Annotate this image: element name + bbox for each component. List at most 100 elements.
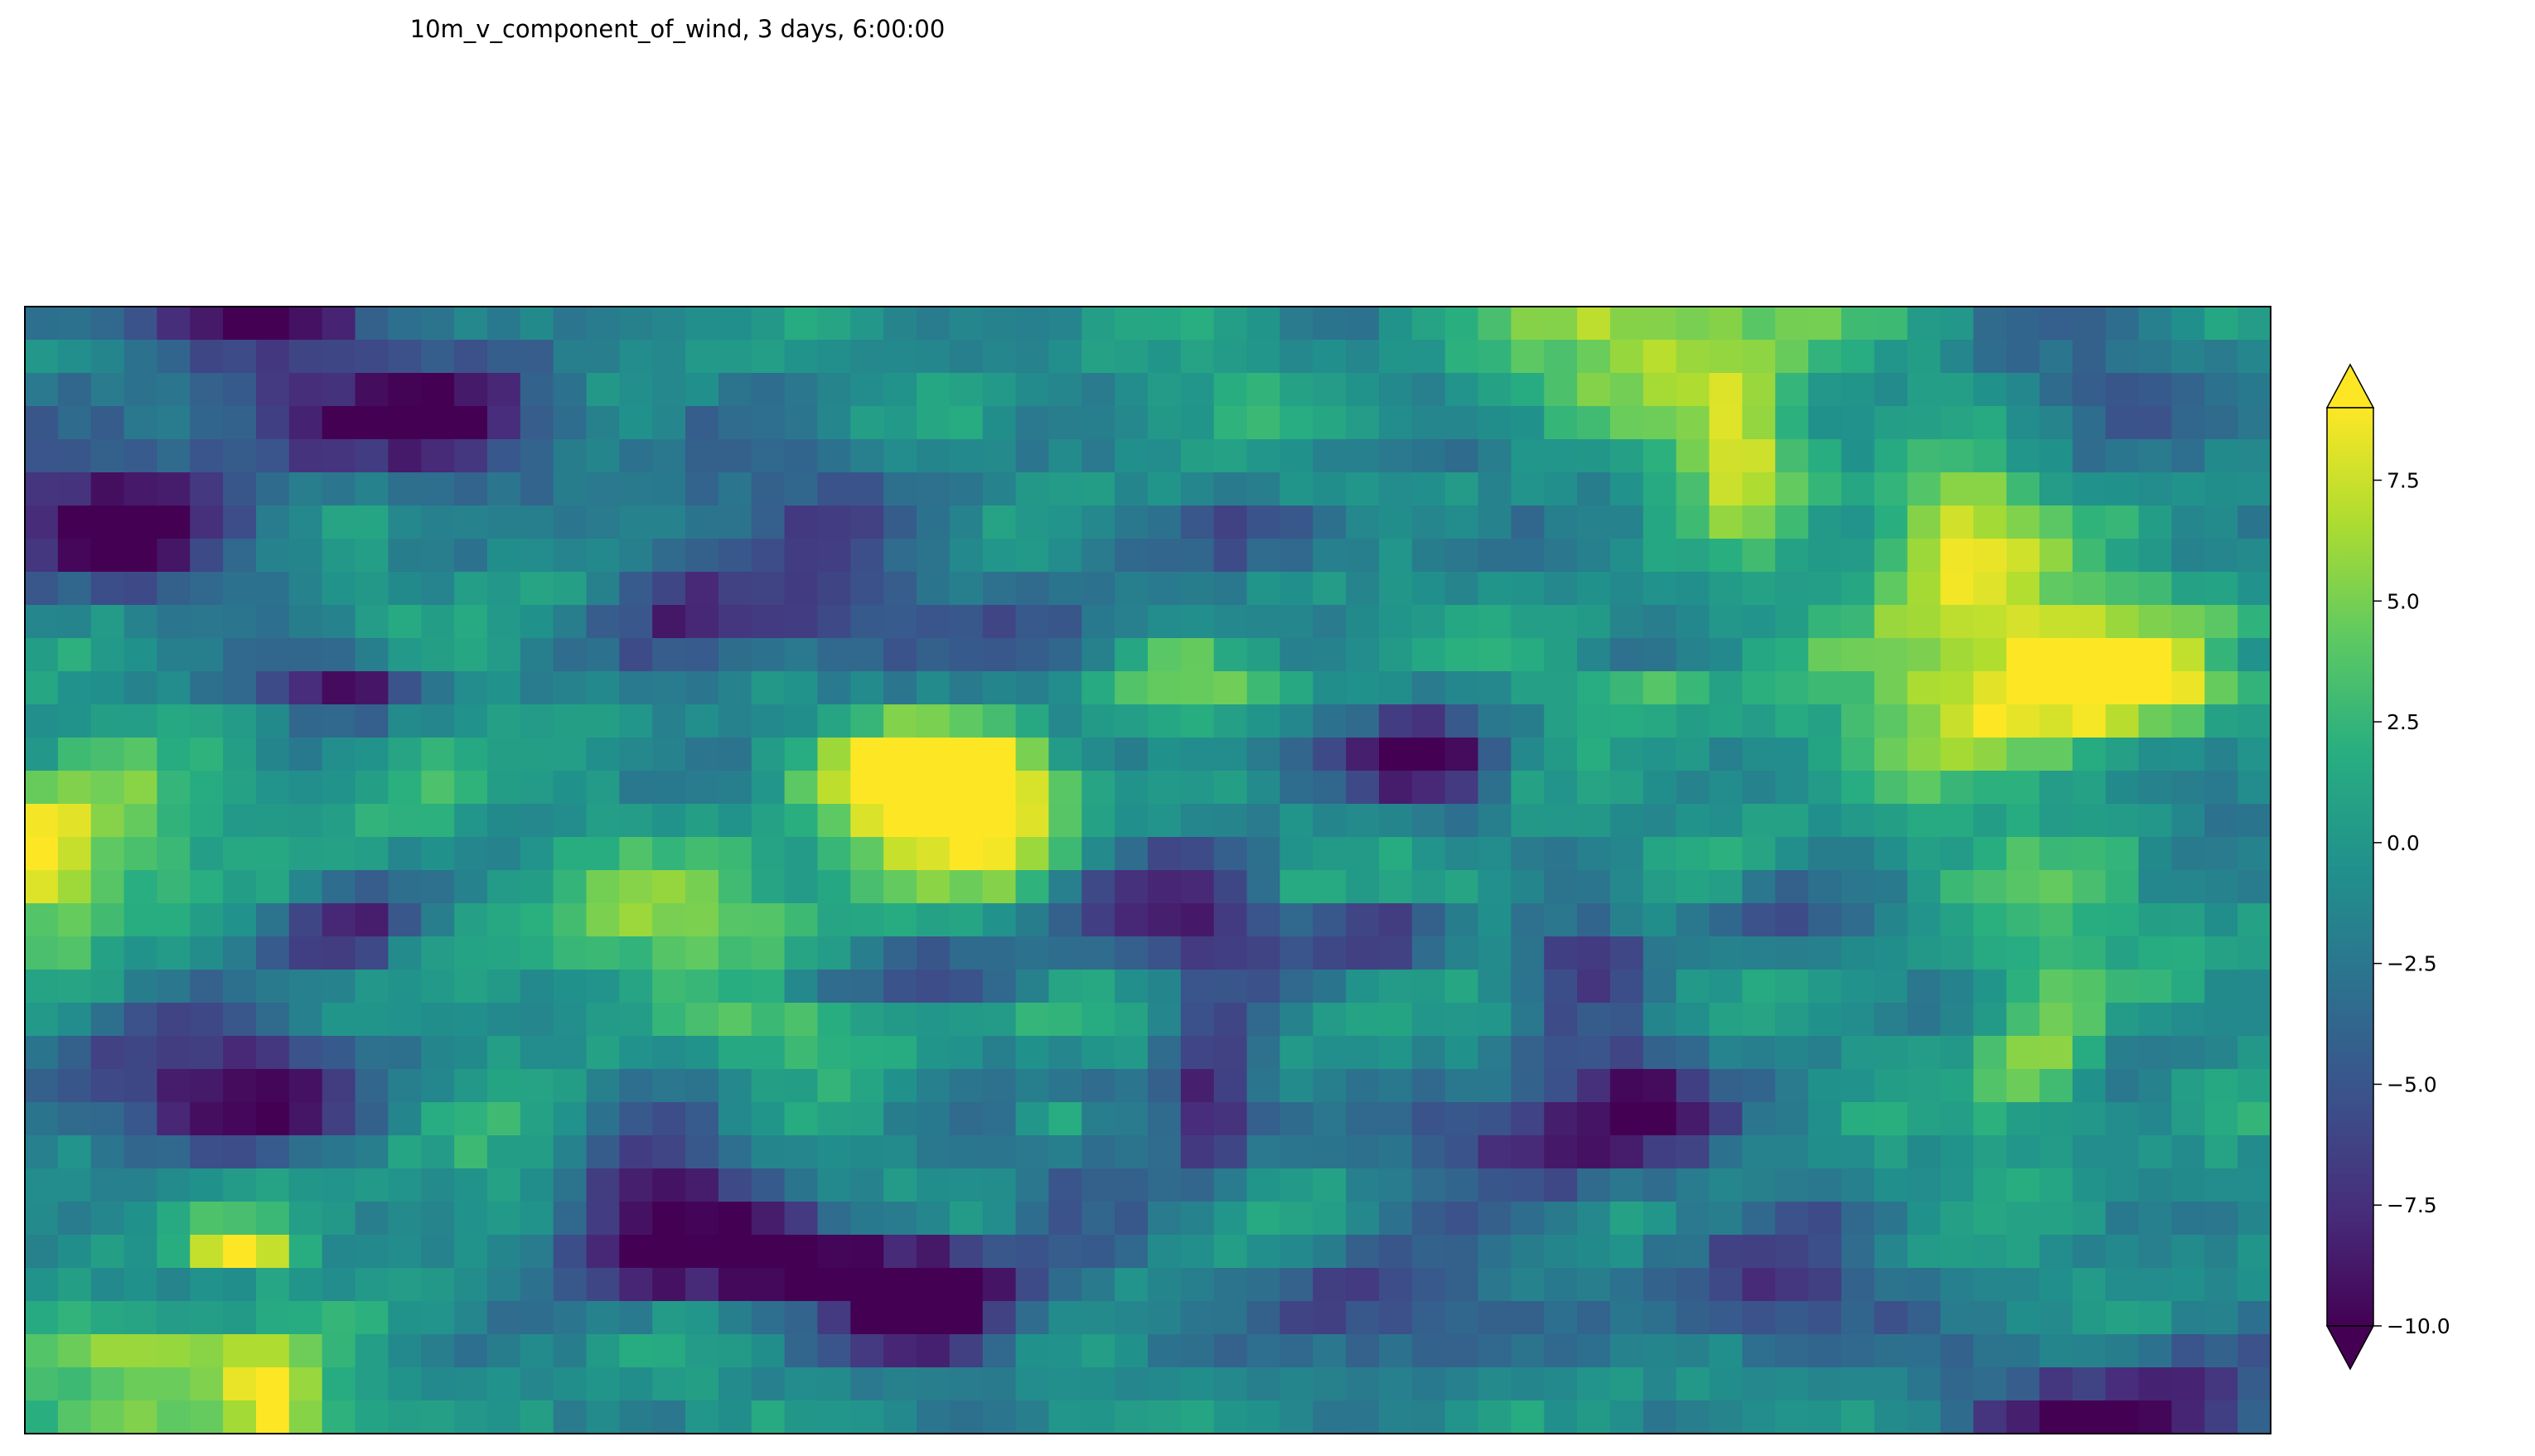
heatmap-cell [2105,704,2140,738]
heatmap-cell [1642,837,1677,871]
heatmap-cell [1907,738,1942,772]
heatmap-cell [982,1102,1017,1136]
heatmap-cell [982,771,1017,805]
heatmap-cell [784,472,819,506]
heatmap-cell [1148,1301,1182,1335]
heatmap-cell [1940,1102,1974,1136]
heatmap-cell [1378,1168,1413,1202]
heatmap-cell [1609,505,1644,539]
heatmap-cell [982,1003,1017,1037]
heatmap-cell [322,505,356,539]
heatmap-cell [1874,539,1909,573]
heatmap-cell [1346,903,1380,937]
heatmap-cell [652,1400,686,1434]
heatmap-cell [2039,1235,2073,1269]
heatmap-cell [2138,936,2173,970]
heatmap-cell [1411,870,1446,904]
heatmap-cell [2006,1102,2040,1136]
heatmap-cell [90,1235,125,1269]
heatmap-cell [355,1202,389,1236]
heatmap-cell [388,406,422,440]
heatmap-cell [850,472,884,506]
heatmap-cell [2105,605,2140,639]
heatmap-cell [454,1135,488,1169]
heatmap-cell [57,804,92,838]
heatmap-cell [1742,1135,1776,1169]
heatmap-cell [2138,307,2173,341]
heatmap-cell [1346,804,1380,838]
heatmap-cell [917,373,951,407]
heatmap-cell [1115,340,1149,374]
heatmap-cell [1280,837,1313,871]
heatmap-cell [2138,804,2173,838]
heatmap-cell [685,1003,719,1037]
heatmap-cell [2105,771,2140,805]
heatmap-cell [917,738,951,772]
heatmap-cell [553,738,588,772]
heatmap-cell [652,671,686,705]
heatmap-cell [1841,505,1875,539]
heatmap-cell [2171,1268,2205,1302]
heatmap-cell [1444,936,1479,970]
heatmap-cell [223,539,257,573]
heatmap-cell [1544,1168,1578,1202]
heatmap-cell [619,1334,653,1368]
heatmap-cell [1444,307,1479,341]
heatmap-cell [2039,1036,2073,1070]
heatmap-cell [619,771,653,805]
heatmap-cell [454,1003,488,1037]
heatmap-cell [157,704,191,738]
heatmap-cell [421,307,455,341]
heatmap-cell [2138,771,2173,805]
heatmap-cell [223,1235,257,1269]
heatmap-cell [1544,970,1578,1004]
heatmap-cell [1213,1400,1248,1434]
heatmap-cell [1346,539,1380,573]
heatmap-cell [1940,1036,1974,1070]
heatmap-cell [1280,340,1313,374]
heatmap-cell [454,1301,488,1335]
heatmap-cell [1544,1102,1578,1136]
heatmap-cell [421,373,455,407]
heatmap-cell [1973,1135,2007,1169]
heatmap-cell [454,572,488,606]
heatmap-cell [652,472,686,506]
heatmap-cell [1346,1235,1380,1269]
heatmap-cell [2138,1003,2173,1037]
heatmap-cell [1148,638,1182,672]
heatmap-cell [1544,1135,1578,1169]
heatmap-cell [1511,1003,1545,1037]
heatmap-cell [2105,671,2140,705]
heatmap-cell [1048,1400,1082,1434]
heatmap-cell [1115,439,1149,473]
heatmap-cell [1378,837,1413,871]
heatmap-cell [817,1135,851,1169]
heatmap-cell [1973,572,2007,606]
heatmap-cell [917,837,951,871]
heatmap-cell [883,1400,917,1434]
heatmap-cell [1609,804,1644,838]
colorbar-extend-min [2325,1325,2375,1371]
heatmap-cell [255,1069,290,1103]
heatmap-cell [1246,472,1281,506]
heatmap-cell [520,738,554,772]
heatmap-cell [553,671,588,705]
heatmap-cell [685,307,719,341]
heatmap-cell [1411,505,1446,539]
heatmap-cell [652,1036,686,1070]
heatmap-cell [1973,1036,2007,1070]
heatmap-cell [520,1003,554,1037]
heatmap-cell [982,837,1017,871]
heatmap-cell [1544,738,1578,772]
heatmap-cell [1676,870,1710,904]
heatmap-cell [1642,970,1677,1004]
heatmap-cell [123,505,158,539]
heatmap-cell [1940,307,1974,341]
heatmap-cell [1115,1268,1149,1302]
heatmap-cell [2105,373,2140,407]
heatmap-cell [288,970,323,1004]
heatmap-cell [1609,539,1644,573]
heatmap-cell [190,638,224,672]
heatmap-cell [288,539,323,573]
heatmap-cell [1609,340,1644,374]
